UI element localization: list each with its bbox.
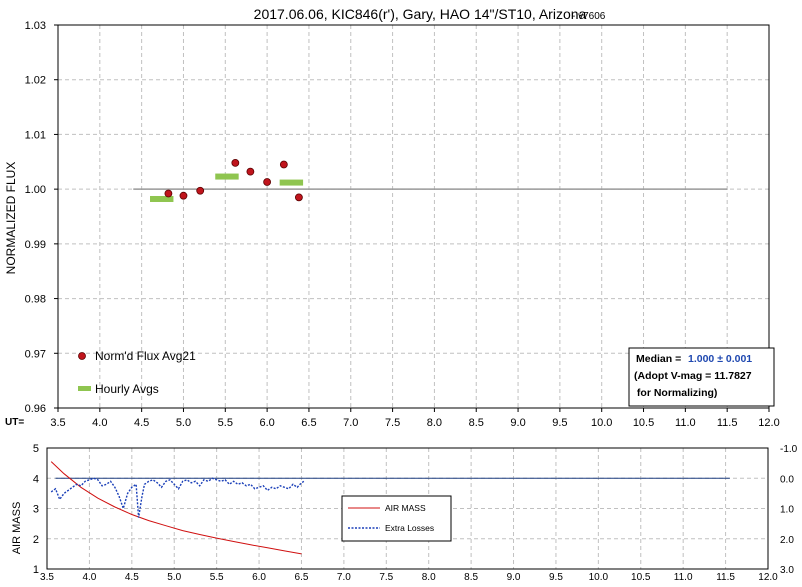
y-tick-label: 1.03 bbox=[25, 20, 46, 32]
x-tick-label: 9.0 bbox=[510, 417, 525, 429]
x-tick-label: 4.5 bbox=[134, 417, 149, 429]
y-tick-label-left: 5 bbox=[33, 443, 39, 455]
series-line-air-mass bbox=[50, 461, 302, 555]
hourly-avg-bar bbox=[150, 195, 174, 202]
y-tick-label: 1.00 bbox=[25, 184, 46, 196]
y-tick-label-left: 4 bbox=[33, 473, 39, 485]
median-annotation: Median = 1.000 ± 0.001 (Adopt V-mag = 11… bbox=[628, 347, 775, 407]
y-tick-label: 1.02 bbox=[25, 75, 46, 87]
x-axis-prefix: UT= bbox=[5, 417, 24, 428]
legend-marker-flux bbox=[78, 352, 86, 360]
x-tick-label: 3.5 bbox=[40, 572, 54, 583]
hourly-avg-bar bbox=[215, 173, 239, 180]
airmass-plot-frame bbox=[46, 447, 769, 570]
y-tick-label: 0.99 bbox=[25, 239, 46, 251]
airmass-legend-box bbox=[341, 495, 452, 542]
x-tick-label: 10.5 bbox=[631, 572, 651, 583]
x-tick-label: 6.0 bbox=[252, 572, 266, 583]
flux-point bbox=[196, 186, 205, 195]
flux-point bbox=[279, 160, 288, 169]
hourly-avg-bar bbox=[279, 179, 304, 186]
annotation-box bbox=[628, 347, 775, 407]
x-tick-label: 7.0 bbox=[343, 417, 358, 429]
airmass-y-axis-label: AIR MASS bbox=[11, 502, 23, 555]
x-tick-label: 4.0 bbox=[82, 572, 96, 583]
x-tick-label: 5.5 bbox=[218, 417, 233, 429]
y-tick-label-right: -1.0 bbox=[780, 444, 798, 455]
flux-point bbox=[246, 167, 255, 176]
x-tick-label: 8.5 bbox=[464, 572, 478, 583]
legend-label-air-mass: AIR MASS bbox=[385, 503, 426, 513]
y-tick-label-right: 3.0 bbox=[780, 565, 794, 576]
y-tick-label-left: 1 bbox=[33, 564, 39, 576]
flux-point bbox=[263, 178, 272, 186]
y-tick-label-right: 2.0 bbox=[780, 535, 794, 546]
x-tick-label: 3.5 bbox=[50, 417, 65, 429]
x-tick-label: 9.5 bbox=[552, 417, 567, 429]
x-tick-label: 12.0 bbox=[758, 572, 778, 583]
series-line-extra-losses bbox=[50, 477, 305, 518]
x-tick-label: 10.0 bbox=[591, 417, 612, 429]
annotation-median-label: Median = bbox=[636, 353, 681, 365]
x-tick-label: 11.5 bbox=[717, 417, 738, 429]
x-tick-label: 7.5 bbox=[385, 417, 400, 429]
y-tick-label: 0.98 bbox=[25, 294, 46, 306]
x-tick-label: 8.5 bbox=[469, 417, 484, 429]
x-tick-label: 8.0 bbox=[427, 417, 442, 429]
x-tick-label: 6.5 bbox=[301, 417, 316, 429]
x-tick-label: 12.0 bbox=[758, 417, 779, 429]
flux-point bbox=[295, 193, 303, 202]
x-tick-label: 5.0 bbox=[167, 572, 181, 583]
chart-title-suffix: - v7606 bbox=[572, 11, 606, 22]
legend-label-hourly: Hourly Avgs bbox=[95, 382, 159, 396]
annotation-line3: for Normalizing) bbox=[634, 387, 717, 399]
x-tick-label: 6.0 bbox=[259, 417, 274, 429]
y-tick-label-right: 1.0 bbox=[780, 505, 794, 516]
legend-label-flux: Norm'd Flux Avg21 bbox=[95, 349, 196, 363]
annotation-line2: (Adopt V-mag = 11.7827 bbox=[634, 370, 752, 382]
chart-title: 2017.06.06, KIC846(r'), Gary, HAO 14"/ST… bbox=[254, 6, 587, 22]
flux-point bbox=[179, 191, 188, 200]
x-tick-label: 4.5 bbox=[125, 572, 139, 583]
x-tick-label: 7.0 bbox=[337, 572, 351, 583]
flux-legend: Norm'd Flux Avg21 Hourly Avgs bbox=[78, 349, 196, 396]
x-tick-label: 9.0 bbox=[507, 572, 521, 583]
x-tick-label: 11.0 bbox=[675, 417, 696, 429]
y-tick-label: 0.96 bbox=[25, 403, 46, 415]
airmass-legend: AIR MASS Extra Losses bbox=[341, 495, 452, 542]
airmass-chart: 1 2 3 4 5 3.0 2.0 1.0 0.0 -1.0 3.5 4.0 4.5 5.0 5.5 6.… bbox=[11, 443, 798, 583]
x-tick-label: 5.5 bbox=[210, 572, 224, 583]
legend-label-extra-losses: Extra Losses bbox=[385, 523, 434, 533]
flux-point bbox=[231, 158, 240, 167]
y-tick-label-left: 3 bbox=[33, 504, 39, 516]
flux-chart: 2017.06.06, KIC846(r'), Gary, HAO 14"/ST… bbox=[4, 6, 780, 429]
y-tick-label-left: 2 bbox=[33, 534, 39, 546]
y-tick-label-right: 0.0 bbox=[780, 474, 794, 485]
x-tick-label: 11.0 bbox=[674, 572, 693, 583]
x-tick-label: 10.5 bbox=[633, 417, 654, 429]
y-tick-label: 1.01 bbox=[25, 129, 46, 141]
x-tick-label: 11.5 bbox=[716, 572, 735, 583]
x-tick-label: 9.5 bbox=[549, 572, 563, 583]
x-tick-label: 5.0 bbox=[176, 417, 191, 429]
x-tick-label: 6.5 bbox=[295, 572, 309, 583]
x-tick-label: 8.0 bbox=[422, 572, 436, 583]
x-tick-label: 7.5 bbox=[379, 572, 393, 583]
x-tick-label: 10.0 bbox=[589, 572, 609, 583]
y-axis-label: NORMALIZED FLUX bbox=[4, 162, 18, 275]
legend-marker-hourly bbox=[78, 386, 91, 391]
flux-point bbox=[164, 189, 173, 198]
flux-plot-frame bbox=[57, 24, 770, 409]
y-tick-label: 0.97 bbox=[25, 348, 46, 360]
annotation-median-value: 1.000 ± 0.001 bbox=[688, 353, 752, 365]
x-tick-label: 4.0 bbox=[92, 417, 107, 429]
